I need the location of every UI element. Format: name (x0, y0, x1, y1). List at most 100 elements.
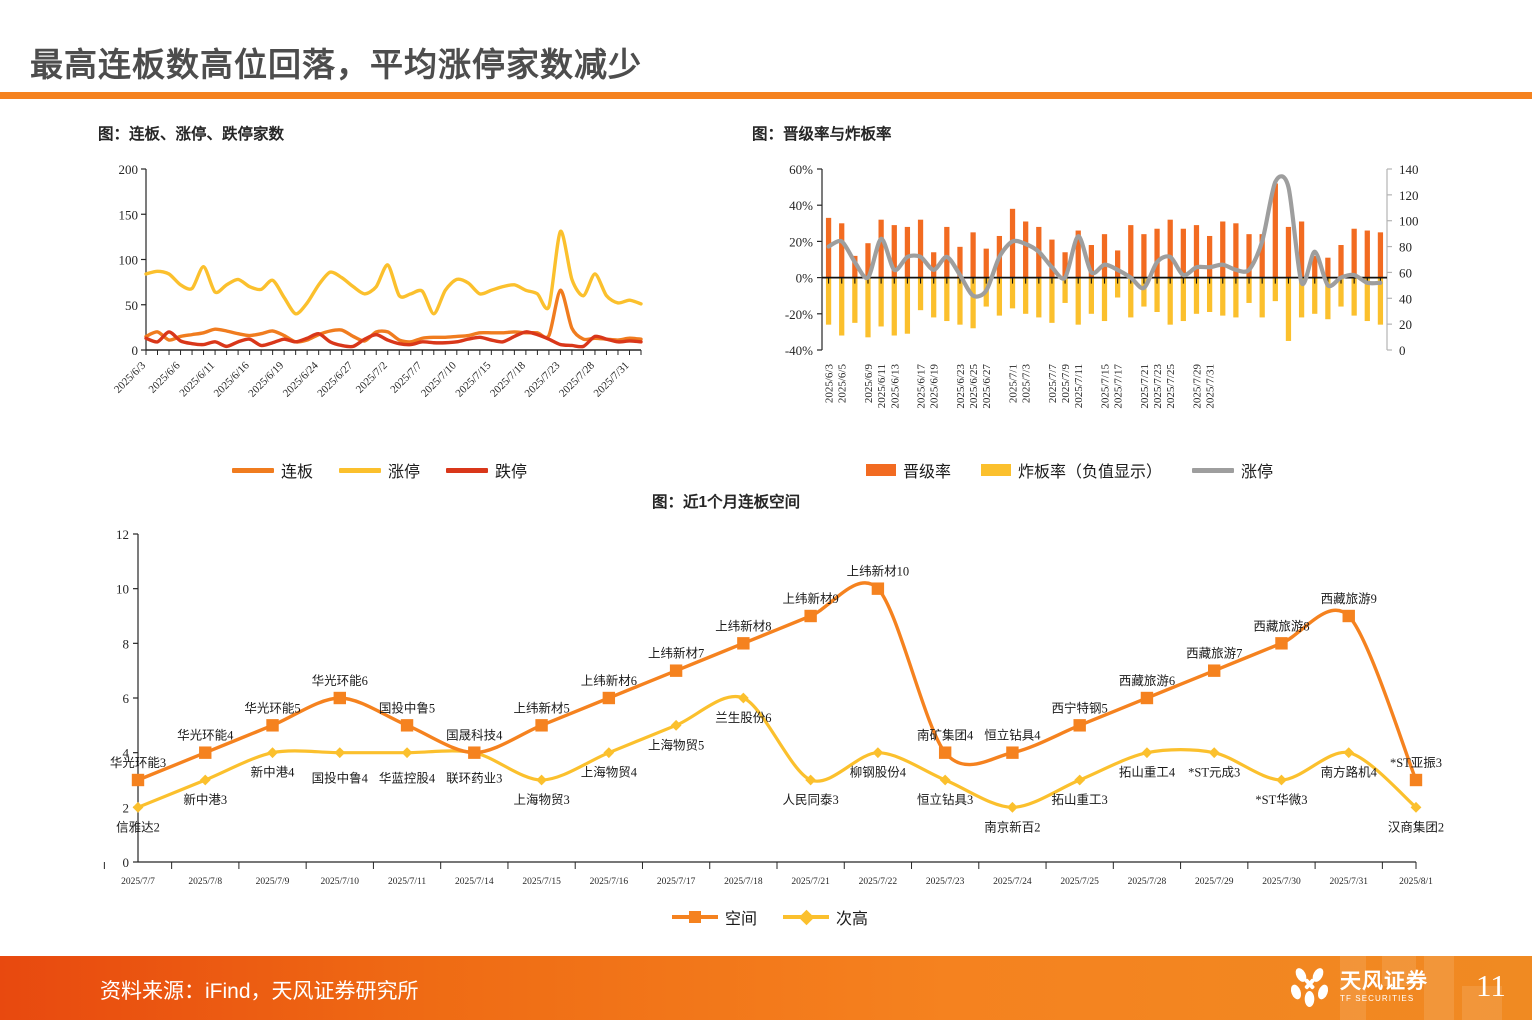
svg-text:西藏旅游7: 西藏旅游7 (1186, 647, 1242, 661)
svg-text:2025/6/27: 2025/6/27 (981, 364, 993, 409)
svg-text:上纬新材8: 上纬新材8 (715, 618, 771, 633)
logo-text-en: TF SECURITIES (1340, 994, 1415, 1003)
page-title: 最高连板数高位回落，平均涨停家数减少 (30, 46, 642, 83)
svg-text:上纬新材9: 上纬新材9 (782, 591, 838, 606)
svg-text:南方路机4: 南方路机4 (1321, 765, 1378, 780)
svg-text:新中港4: 新中港4 (251, 765, 296, 780)
svg-text:联环药业3: 联环药业3 (446, 772, 502, 786)
legend-item-dieting[interactable]: 跌停 (446, 458, 527, 482)
svg-text:2025/7/7: 2025/7/7 (1047, 364, 1059, 404)
svg-text:2025/7/22: 2025/7/22 (859, 877, 898, 887)
legend-item-kongjian[interactable]: 空间 (672, 905, 757, 929)
svg-text:40%: 40% (789, 198, 813, 213)
svg-text:上纬新材7: 上纬新材7 (648, 646, 704, 661)
footer-bar (0, 956, 1532, 1020)
svg-text:2025/7/23: 2025/7/23 (926, 877, 965, 887)
tf-flower-icon (1290, 968, 1329, 1007)
svg-text:2025/6/3: 2025/6/3 (112, 359, 148, 395)
title-divider (0, 92, 1532, 99)
svg-text:0: 0 (1399, 343, 1406, 358)
svg-text:2025/7/2: 2025/7/2 (354, 360, 390, 396)
chart2-legend: 晋级率 炸板率（负值显示） 涨停 (866, 458, 1273, 482)
svg-text:2025/7/29: 2025/7/29 (1195, 877, 1234, 887)
svg-text:上纬新材5: 上纬新材5 (513, 700, 569, 715)
svg-text:0: 0 (132, 343, 139, 358)
legend-swatch-jinjilv (866, 464, 896, 476)
legend-label-jinjilv: 晋级率 (903, 464, 952, 481)
svg-text:2025/7/16: 2025/7/16 (590, 877, 629, 887)
svg-text:2025/7/3: 2025/7/3 (1021, 364, 1033, 404)
chart1-caption: 图：连板、涨停、跌停家数 (98, 126, 285, 143)
svg-text:2025/7/9: 2025/7/9 (256, 877, 290, 887)
svg-text:100: 100 (1399, 214, 1419, 229)
svg-text:60%: 60% (789, 162, 813, 177)
legend-swatch-cigao (783, 909, 830, 925)
legend-item-jinjilv[interactable]: 晋级率 (866, 458, 951, 482)
svg-text:2025/6/24: 2025/6/24 (281, 359, 321, 399)
svg-text:2025/7/25: 2025/7/25 (1165, 364, 1177, 409)
legend-swatch-kongjian (672, 911, 718, 923)
svg-text:华光环能5: 华光环能5 (244, 700, 300, 715)
svg-text:西宁特钢5: 西宁特钢5 (1052, 700, 1108, 715)
chart3-legend: 空间 次高 (672, 905, 868, 929)
legend-item-zhangting2[interactable]: 涨停 (1192, 458, 1273, 482)
svg-text:2025/6/16: 2025/6/16 (212, 359, 252, 399)
svg-text:上海物贸4: 上海物贸4 (581, 765, 638, 780)
svg-text:2025/7/18: 2025/7/18 (724, 877, 763, 887)
chart2-caption: 图：晋级率与炸板率 (752, 126, 892, 143)
page-number: 11 (1476, 968, 1506, 1003)
legend-label-zhangting: 涨停 (388, 464, 421, 481)
svg-text:0: 0 (123, 855, 130, 870)
svg-text:华蓝控股4: 华蓝控股4 (379, 771, 436, 786)
svg-text:2025/7/7: 2025/7/7 (121, 877, 155, 887)
svg-text:-40%: -40% (785, 343, 813, 358)
legend-item-zhangting[interactable]: 涨停 (339, 458, 420, 482)
svg-text:8: 8 (123, 636, 130, 651)
svg-text:*ST亚振3: *ST亚振3 (1390, 756, 1442, 770)
footer-deco-1 (1340, 956, 1366, 1020)
svg-text:华光环能3: 华光环能3 (110, 755, 166, 770)
legend-item-cigao[interactable]: 次高 (783, 905, 868, 929)
company-logo: 天风证券 TF SECURITIES (1288, 966, 1428, 1008)
svg-text:*ST华微3: *ST华微3 (1255, 792, 1307, 807)
svg-text:柳钢股份4: 柳钢股份4 (850, 766, 907, 780)
svg-text:南京新百2: 南京新百2 (984, 819, 1040, 834)
svg-text:2025/7/29: 2025/7/29 (1191, 364, 1203, 409)
svg-text:拓山重工4: 拓山重工4 (1119, 765, 1176, 780)
svg-text:恒立钻具4: 恒立钻具4 (984, 728, 1041, 743)
footer-deco-2 (1382, 956, 1416, 986)
svg-text:西藏旅游8: 西藏旅游8 (1253, 619, 1309, 633)
svg-text:120: 120 (1399, 188, 1419, 203)
footer-deco-3 (1424, 956, 1454, 1020)
svg-text:2025/7/17: 2025/7/17 (1113, 364, 1125, 409)
svg-text:2025/6/23: 2025/6/23 (955, 364, 967, 409)
svg-text:拓山重工3: 拓山重工3 (1052, 792, 1108, 807)
svg-text:2025/7/23: 2025/7/23 (1152, 364, 1164, 409)
svg-text:40: 40 (1399, 291, 1412, 306)
svg-text:2025/7/25: 2025/7/25 (1060, 877, 1099, 887)
legend-swatch-dieting (446, 467, 489, 473)
svg-text:2025/7/1: 2025/7/1 (1008, 364, 1020, 403)
legend-item-zhabanlv[interactable]: 炸板率（负值显示） (981, 458, 1162, 482)
chart1-legend: 连板 涨停 跌停 (232, 458, 527, 482)
svg-text:人民同泰3: 人民同泰3 (782, 793, 838, 807)
legend-label-cigao: 次高 (836, 911, 869, 928)
svg-text:2025/7/28: 2025/7/28 (1128, 877, 1167, 887)
svg-text:2025/8/1: 2025/8/1 (1399, 877, 1433, 887)
svg-text:6: 6 (123, 691, 130, 706)
svg-text:50: 50 (125, 298, 138, 313)
svg-text:2025/7/10: 2025/7/10 (321, 877, 360, 887)
legend-label-lianban: 连板 (281, 464, 314, 481)
svg-text:2025/7/18: 2025/7/18 (488, 359, 528, 399)
svg-text:2025/6/9: 2025/6/9 (863, 364, 875, 404)
legend-item-lianban[interactable]: 连板 (232, 458, 313, 482)
svg-text:20: 20 (1399, 317, 1412, 332)
svg-text:2025/6/25: 2025/6/25 (968, 364, 980, 409)
svg-text:2025/6/19: 2025/6/19 (246, 359, 286, 399)
svg-text:2025/7/21: 2025/7/21 (1139, 364, 1151, 409)
svg-text:西藏旅游9: 西藏旅游9 (1321, 592, 1377, 606)
svg-text:2025/7/14: 2025/7/14 (455, 877, 494, 887)
svg-text:信雅达2: 信雅达2 (116, 819, 160, 834)
svg-text:上纬新材6: 上纬新材6 (581, 673, 637, 688)
svg-text:兰生股份6: 兰生股份6 (715, 711, 771, 725)
